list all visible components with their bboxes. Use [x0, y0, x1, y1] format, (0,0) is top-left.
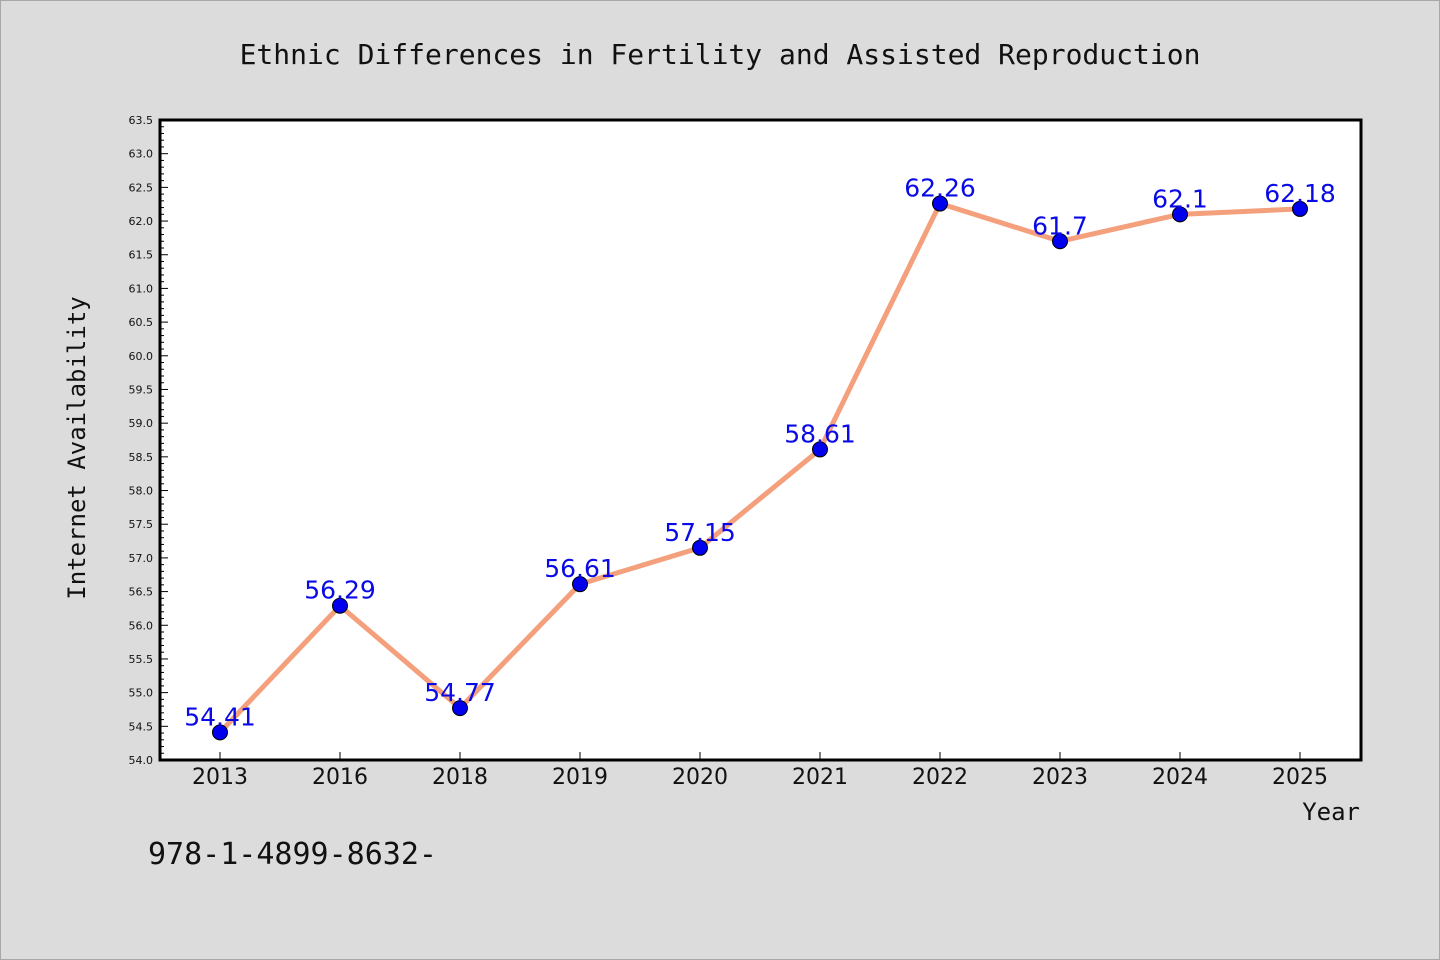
y-tick-label: 56.0 — [129, 619, 154, 632]
y-tick-label: 63.5 — [129, 114, 154, 127]
data-point-marker — [332, 597, 348, 614]
plot-area — [160, 120, 1361, 760]
y-tick-label: 61.5 — [129, 249, 154, 262]
y-tick-label: 55.0 — [129, 687, 154, 700]
data-point-marker — [452, 700, 468, 717]
plot-border — [158, 118, 1363, 762]
y-axis-label: Internet Availability — [63, 296, 91, 599]
y-tick-label: 57.5 — [129, 518, 154, 531]
y-tick-label: 60.5 — [129, 316, 154, 329]
data-point-marker — [812, 441, 828, 458]
y-tick-label: 62.0 — [129, 215, 154, 228]
x-tick-label: 2021 — [792, 765, 848, 790]
data-labels: 54.41 56.29 54.77 56.61 57.15 58.61 62.26 61.7 6… — [184, 174, 1336, 732]
data-point-label: 62.26 — [904, 174, 976, 203]
x-tick-label: 2018 — [432, 765, 488, 790]
y-tick-label: 59.5 — [129, 383, 154, 396]
y-tick-label: 63.0 — [129, 148, 154, 161]
data-point-marker — [1292, 200, 1308, 217]
data-point-marker — [932, 195, 948, 212]
y-tick-label: 58.0 — [129, 485, 154, 498]
data-point-label: 56.61 — [544, 554, 616, 583]
y-tick-label: 60.0 — [129, 350, 154, 363]
x-axis-label: Year — [1302, 798, 1360, 826]
x-tick-label: 2020 — [672, 765, 728, 790]
y-tick-label: 58.5 — [129, 451, 154, 464]
x-tick-label: 2022 — [912, 765, 968, 790]
data-point-label: 62.1 — [1152, 184, 1208, 213]
y-tick-label: 54.5 — [129, 720, 154, 733]
x-tick-label: 2016 — [312, 765, 368, 790]
data-point-marker — [692, 539, 708, 556]
series-line — [217, 201, 1303, 735]
data-point-marker — [212, 724, 228, 741]
data-point-marker — [1172, 206, 1188, 223]
x-tick-label: 2013 — [192, 765, 248, 790]
isbn-footer: 978-1-4899-8632- — [148, 837, 437, 872]
x-tick-label: 2025 — [1272, 765, 1328, 790]
y-tick-label: 62.5 — [129, 181, 154, 194]
data-point-label: 58.61 — [784, 419, 856, 448]
data-point-label: 61.7 — [1032, 211, 1088, 240]
x-tick-label: 2019 — [552, 765, 608, 790]
y-tick-label: 57.0 — [129, 552, 154, 565]
y-axis: 54.0 54.5 55.0 55.5 56.0 56.5 57.0 57.5 58.0 58.5… — [129, 114, 168, 767]
y-tick-label: 54.0 — [129, 754, 154, 767]
data-point-marker — [572, 576, 588, 593]
data-point-label: 62.18 — [1264, 179, 1336, 208]
data-point-label: 54.41 — [184, 702, 256, 731]
y-tick-label: 55.5 — [129, 653, 154, 666]
data-point-label: 56.29 — [304, 576, 376, 605]
x-tick-label: 2023 — [1032, 765, 1088, 790]
chart-title: Ethnic Differences in Fertility and Assi… — [240, 38, 1201, 71]
data-point-marker — [1052, 233, 1068, 250]
series-markers — [212, 195, 1308, 741]
data-point-label: 57.15 — [664, 518, 736, 547]
data-point-label: 54.77 — [424, 678, 496, 707]
x-tick-label: 2024 — [1152, 765, 1208, 790]
y-tick-label: 59.0 — [129, 417, 154, 430]
y-tick-label: 56.5 — [129, 586, 154, 599]
y-tick-label: 61.0 — [129, 282, 154, 295]
